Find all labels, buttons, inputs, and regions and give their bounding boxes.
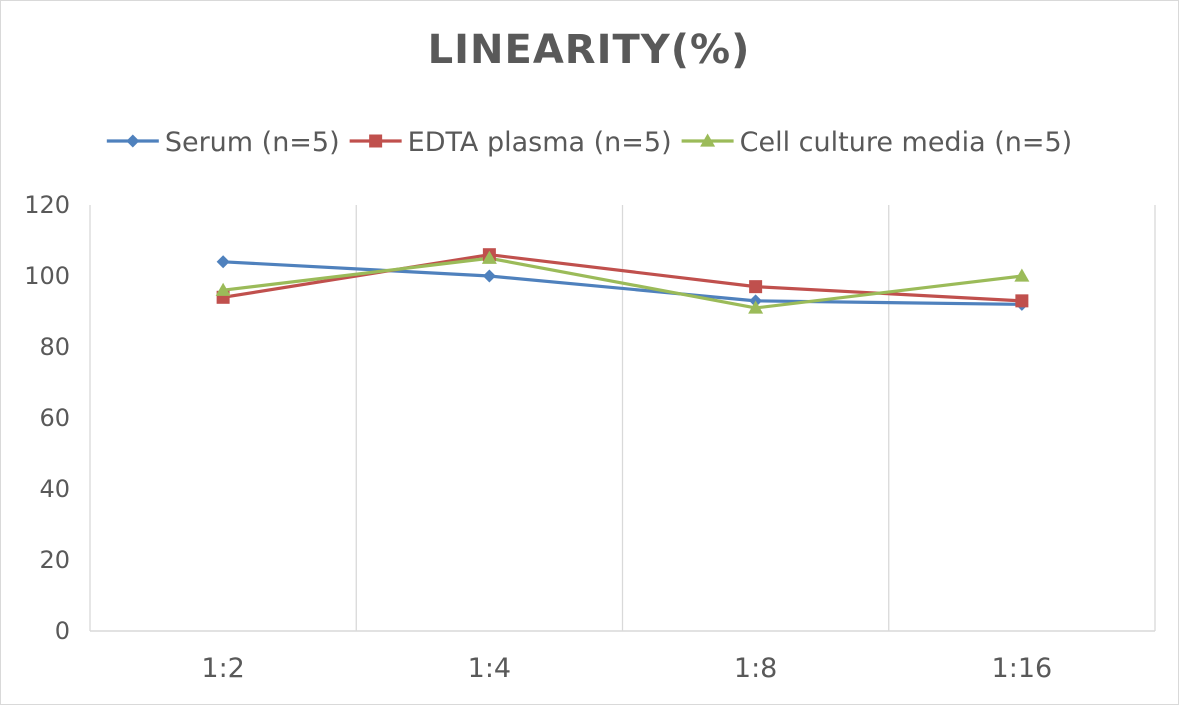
legend-item-edta-plasma-n-5: EDTA plasma (n=5): [349, 127, 672, 158]
y-tick-label: 80: [39, 333, 70, 361]
legend-marker: [126, 134, 140, 148]
data-point-cell-culture-media-n-5: [1014, 268, 1030, 282]
y-tick-label: 40: [39, 475, 70, 503]
x-tick-label: 1:4: [468, 653, 511, 684]
series-line-cell-culture-media-n-5: [221, 256, 1024, 310]
series-markers: [215, 248, 1030, 314]
y-tick-label: 0: [55, 617, 70, 645]
y-axis-tick-labels: 0 20 40 60 80 100 120: [24, 191, 70, 645]
legend-label: Cell culture media (n=5): [740, 127, 1073, 158]
x-tick-label: 1:8: [734, 653, 777, 684]
legend-label: EDTA plasma (n=5): [408, 127, 672, 158]
y-tick-label: 120: [24, 191, 70, 219]
legend-item-serum-n-5: Serum (n=5): [106, 127, 340, 158]
x-tick-label: 1:2: [201, 653, 244, 684]
y-tick-label: 20: [39, 546, 70, 574]
data-point-edta-plasma-n-5: [749, 280, 763, 294]
y-tick-label: 100: [24, 262, 70, 290]
legend: Serum (n=5) EDTA plasma (n=5) Cell culture…: [106, 127, 1073, 158]
series-lines: [221, 253, 1024, 310]
legend-label: Serum (n=5): [165, 127, 340, 158]
legend-marker: [369, 134, 383, 148]
data-point-edta-plasma-n-5: [1015, 294, 1029, 308]
x-tick-label: 1:16: [992, 653, 1053, 684]
legend-marker: [700, 133, 716, 147]
data-point-cell-culture-media-n-5: [481, 250, 497, 264]
series-line-edta-plasma-n-5: [221, 253, 1024, 303]
data-point-cell-culture-media-n-5: [748, 300, 764, 314]
gridlines: [89, 205, 1156, 632]
chart-title: LINEARITY(%): [428, 27, 751, 73]
x-axis-tick-labels: 1:2 1:4 1:8 1:16: [201, 653, 1052, 684]
series-line-serum-n-5: [221, 260, 1024, 306]
data-point-cell-culture-media-n-5: [215, 282, 231, 296]
y-tick-label: 60: [39, 404, 70, 432]
data-point-serum-n-5: [482, 269, 496, 283]
data-point-serum-n-5: [216, 255, 230, 269]
legend-item-cell-culture-media-n-5: Cell culture media (n=5): [681, 127, 1073, 158]
